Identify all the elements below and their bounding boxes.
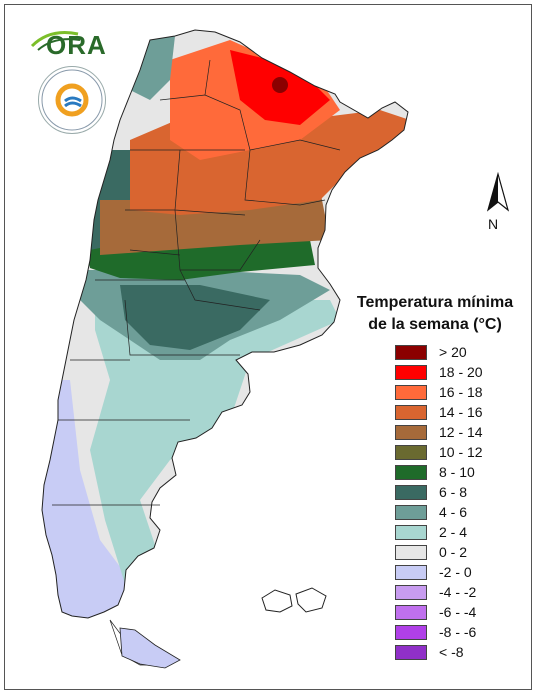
legend-item: 0 - 2 — [395, 542, 530, 562]
legend-label: 6 - 8 — [439, 484, 468, 500]
zone-2-4 — [90, 300, 340, 600]
legend-list: > 20 18 - 20 16 - 18 14 - 16 12 - 14 10 - 12 8… — [395, 342, 530, 662]
legend-item: -2 - 0 — [395, 562, 530, 582]
ora-logo-icon — [30, 31, 81, 51]
legend-label: -4 - -2 — [439, 584, 477, 600]
legend-swatch — [395, 464, 427, 480]
legend-swatch — [395, 644, 427, 660]
legend-label: 12 - 14 — [439, 424, 483, 440]
legend-item: 8 - 10 — [395, 462, 530, 482]
legend-swatch — [395, 544, 427, 560]
country-outline — [41, 29, 409, 619]
legend-swatch — [395, 404, 427, 420]
zone-over-20 — [272, 77, 288, 93]
legend-item: 14 - 16 — [395, 402, 530, 422]
legend-swatch — [395, 504, 427, 520]
legend-title-line1: Temperatura mínima — [356, 294, 514, 311]
legend-label: 14 - 16 — [439, 404, 483, 420]
legend-label: -8 - -6 — [439, 624, 477, 640]
tierra-del-fuego — [119, 627, 181, 669]
ora-brand-text: ORA — [46, 30, 107, 60]
legend-label: 4 - 6 — [439, 504, 468, 520]
legend-item: 4 - 6 — [395, 502, 530, 522]
legend-item: < -8 — [395, 642, 530, 662]
legend-label: 16 - 18 — [439, 384, 483, 400]
legend-item: 6 - 8 — [395, 482, 530, 502]
legend-swatch — [395, 444, 427, 460]
legend-item: 10 - 12 — [395, 442, 530, 462]
province-borders — [52, 59, 341, 666]
legend: Temperatura mínima de la semana (°C) > 2… — [340, 292, 530, 662]
legend-item: 2 - 4 — [395, 522, 530, 542]
legend-label: 2 - 4 — [439, 524, 468, 540]
legend-swatch — [395, 524, 427, 540]
legend-label: > 20 — [439, 344, 467, 360]
zone-6-8 — [120, 285, 270, 350]
legend-swatch — [395, 564, 427, 580]
legend-item: 12 - 14 — [395, 422, 530, 442]
legend-swatch — [395, 344, 427, 360]
legend-label: 0 - 2 — [439, 544, 468, 560]
smn-seal-icon — [38, 66, 106, 134]
legend-item: -4 - -2 — [395, 582, 530, 602]
legend-label: < -8 — [439, 644, 464, 660]
legend-label: 8 - 10 — [439, 464, 475, 480]
legend-item: > 20 — [395, 342, 530, 362]
legend-label: -6 - -4 — [439, 604, 477, 620]
legend-swatch — [395, 484, 427, 500]
malvinas-islands — [261, 587, 327, 613]
legend-label: -2 - 0 — [439, 564, 472, 580]
north-label: N — [488, 216, 499, 232]
legend-label: 18 - 20 — [439, 364, 483, 380]
legend-swatch — [395, 364, 427, 380]
legend-swatch — [395, 384, 427, 400]
north-arrow-icon — [486, 172, 510, 212]
legend-label: 10 - 12 — [439, 444, 483, 460]
legend-swatch — [395, 584, 427, 600]
legend-item: -6 - -4 — [395, 602, 530, 622]
legend-item: 16 - 18 — [395, 382, 530, 402]
legend-item: -8 - -6 — [395, 622, 530, 642]
legend-swatch — [395, 624, 427, 640]
legend-title-line2: de la semana (°C) — [368, 316, 502, 333]
legend-item: 18 - 20 — [395, 362, 530, 382]
legend-swatch — [395, 604, 427, 620]
legend-swatch — [395, 424, 427, 440]
